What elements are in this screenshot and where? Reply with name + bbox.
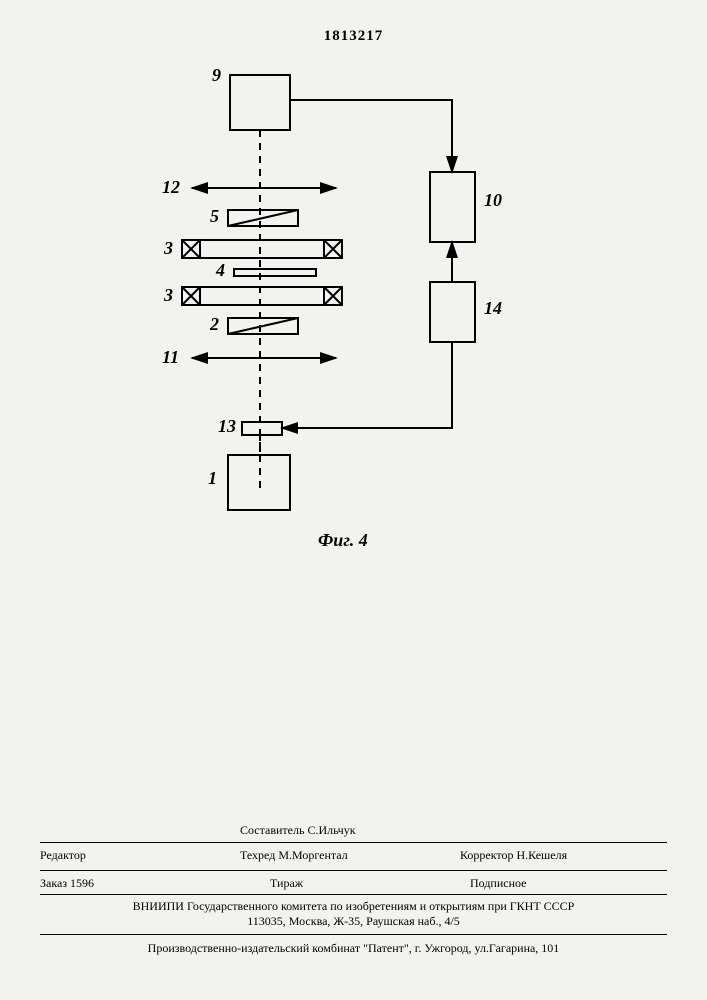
doc-number: 1813217 — [0, 28, 707, 45]
page: 1813217 — [0, 0, 707, 1000]
figure-caption: Фиг. 4 — [318, 530, 368, 551]
label-2: 2 — [210, 314, 219, 335]
composer: Составитель С.Ильчук — [240, 822, 356, 839]
label-10: 10 — [484, 190, 502, 211]
divider-4 — [40, 934, 667, 935]
divider-2 — [40, 870, 667, 871]
label-13: 13 — [218, 416, 236, 437]
divider-3 — [40, 894, 667, 895]
label-4: 4 — [216, 260, 225, 281]
label-14: 14 — [484, 298, 502, 319]
corrector: Корректор Н.Кешеля — [460, 847, 567, 864]
order-number: Заказ 1596 — [40, 875, 94, 892]
divider-1 — [40, 842, 667, 843]
podpis: Подписное — [470, 875, 527, 892]
label-9: 9 — [212, 65, 221, 86]
label-3b: 3 — [164, 285, 173, 306]
vniipi-line2: 113035, Москва, Ж-35, Раушская наб., 4/5 — [40, 913, 667, 930]
tirazh: Тираж — [270, 875, 303, 892]
diagram-svg — [100, 60, 600, 590]
label-11: 11 — [162, 347, 179, 368]
diagram: 9 12 5 3 4 3 2 11 13 1 10 14 Фиг. 4 — [100, 60, 600, 590]
label-3a: 3 — [164, 238, 173, 259]
label-1: 1 — [208, 468, 217, 489]
pik-line: Производственно-издательский комбинат "П… — [40, 940, 667, 957]
tehred: Техред М.Моргентал — [240, 847, 348, 864]
label-5: 5 — [210, 206, 219, 227]
label-12: 12 — [162, 177, 180, 198]
editor-label: Редактор — [40, 847, 86, 864]
